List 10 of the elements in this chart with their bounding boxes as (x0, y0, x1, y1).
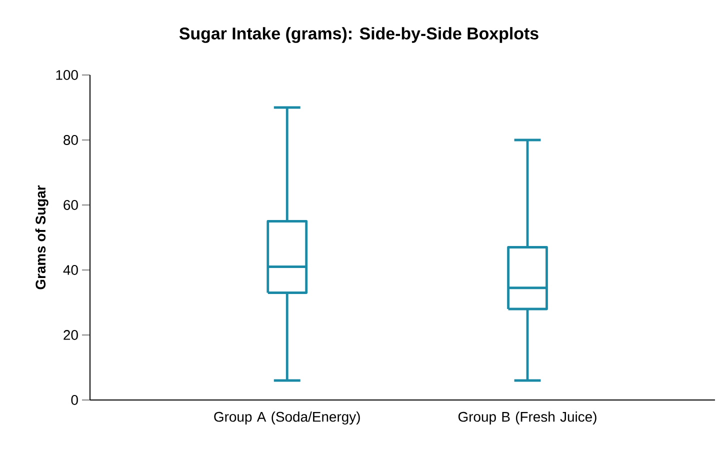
y-axis-title: Grams of Sugar (35, 185, 48, 290)
chart-title: Sugar Intake (grams): Side-by-Side Boxplots (179, 27, 538, 43)
x-tick-label: Group B (Fresh Juice) (458, 412, 596, 425)
y-tick-label: 20 (64, 330, 78, 340)
y-tick-label: 0 (71, 395, 78, 405)
y-tick-label: 80 (64, 135, 78, 145)
y-tick-label: 60 (64, 200, 78, 210)
y-tick-label: 100 (56, 70, 78, 80)
y-tick-label: 40 (63, 265, 78, 275)
x-tick-label: Group A (Soda/Energy) (214, 412, 360, 425)
